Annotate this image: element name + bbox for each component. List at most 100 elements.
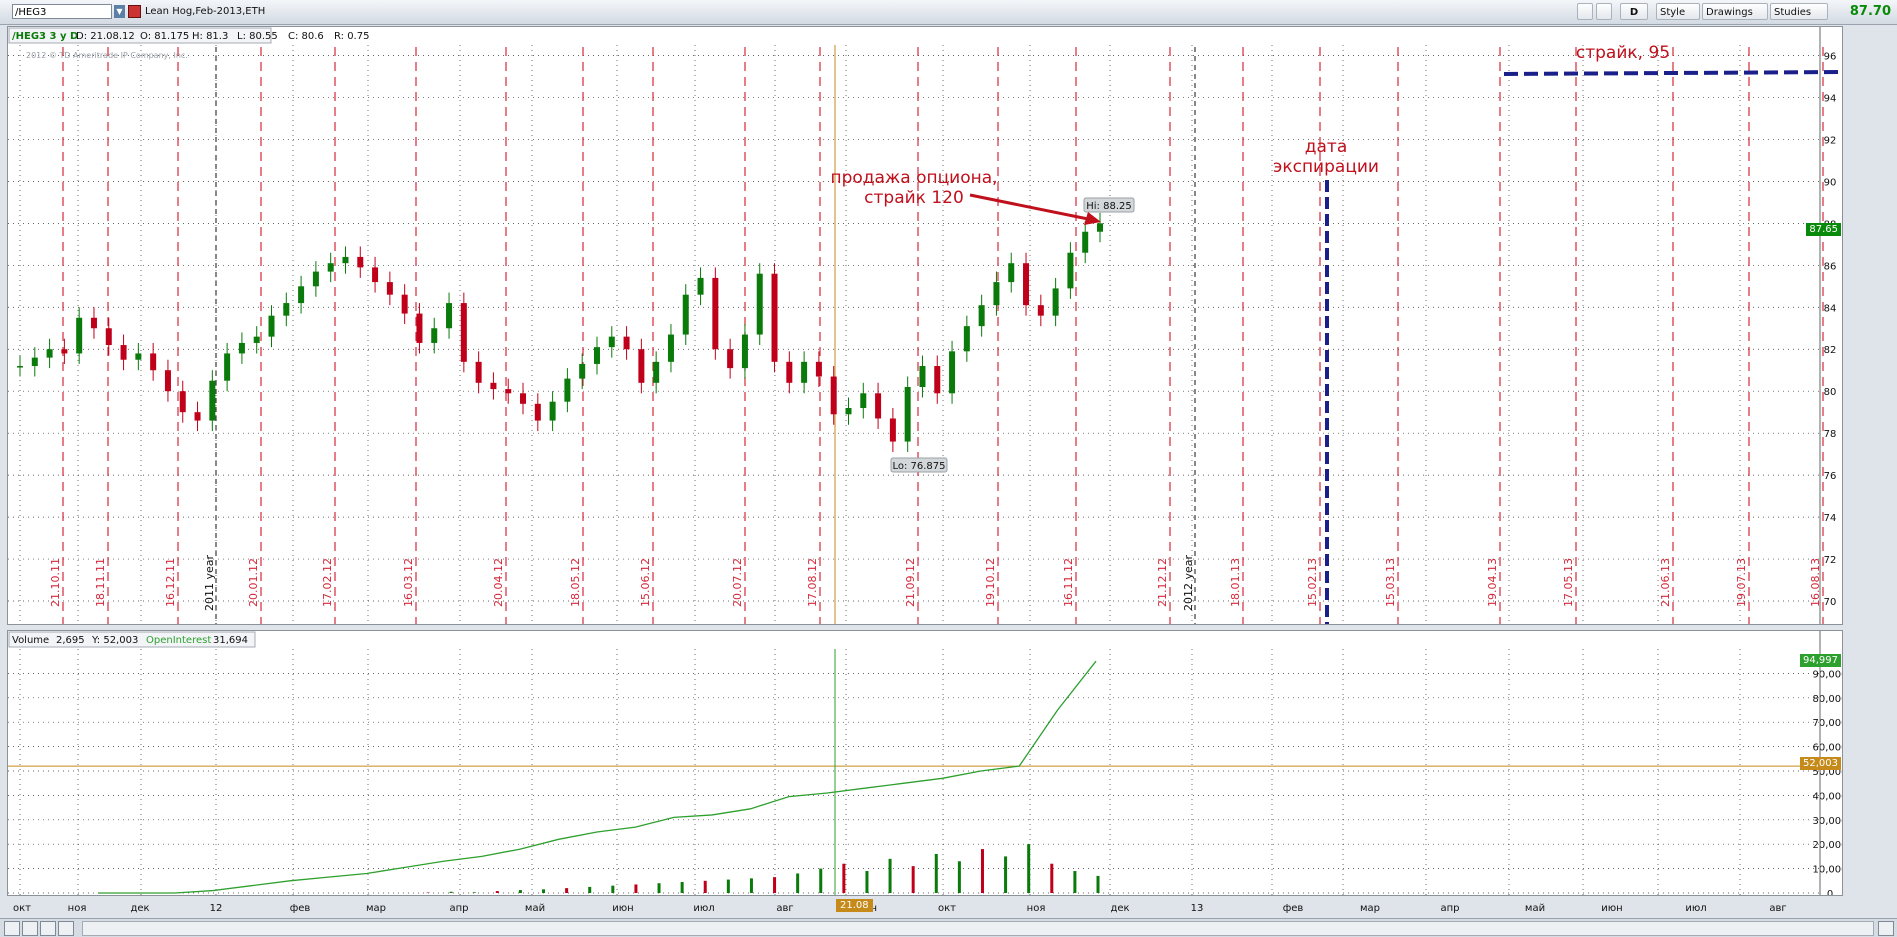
event-date-label: 21.06.13 — [1659, 558, 1672, 607]
year-label: 2012 year — [1182, 554, 1195, 611]
candle-body — [786, 362, 792, 383]
reset-zoom-icon[interactable] — [40, 921, 56, 936]
candle-body — [180, 391, 186, 412]
annotation-expiration-line1: дата — [1305, 137, 1348, 157]
price-tick-label: 82 — [1824, 345, 1837, 356]
low-label: Lo: 76.875 — [892, 461, 945, 472]
event-date-label: 20.07.12 — [731, 558, 744, 607]
symbol-input[interactable]: /HEG3 — [12, 4, 112, 19]
volume-bar — [681, 882, 684, 893]
event-date-label: 15.06.12 — [639, 558, 652, 607]
candle-body — [357, 257, 363, 267]
candle-body — [653, 362, 659, 383]
high-label: Hi: 88.25 — [1086, 201, 1131, 212]
candle-body — [106, 328, 112, 345]
candle-body — [949, 351, 955, 393]
month-label: мар — [366, 903, 386, 914]
price-tick-label: 96 — [1824, 51, 1837, 62]
horizontal-scrollbar[interactable] — [82, 921, 1874, 936]
copyright-text: 2012 © TD Ameritrade IP Company, Inc. — [26, 51, 188, 60]
volume-bar — [588, 887, 591, 893]
scroll-right-icon[interactable] — [1878, 921, 1894, 936]
period-button[interactable]: D — [1620, 3, 1648, 20]
candle-body — [298, 286, 304, 303]
month-label: 12 — [210, 903, 223, 914]
annotation-arrow — [970, 195, 1093, 220]
candle-body — [91, 318, 97, 328]
candle-body — [387, 282, 393, 295]
price-header-label: /HEG3 3 y D — [12, 31, 78, 42]
last-price: 87.70 — [1850, 4, 1891, 19]
month-label: ноя — [1027, 903, 1046, 914]
candle-body — [845, 408, 851, 414]
drawings-label: Drawings — [1706, 7, 1753, 18]
link-icon[interactable] — [128, 5, 141, 18]
volume-tick-label: 0 — [1827, 889, 1833, 895]
price-tick-label: 78 — [1824, 429, 1837, 440]
price-tick-label: 70 — [1824, 597, 1837, 608]
header-low: L: 80.55 — [237, 31, 278, 42]
event-date-label: 15.03.13 — [1384, 558, 1397, 607]
drawings-button[interactable]: Drawings — [1702, 3, 1768, 20]
y-tag: 52,003 — [1800, 757, 1841, 770]
volume-panel[interactable]: 010,00020,00030,00040,00050,00060,00070,… — [7, 630, 1843, 896]
candle-body — [254, 337, 260, 343]
candle-body — [831, 377, 837, 415]
candle-body — [224, 353, 230, 380]
month-label: дек — [1110, 903, 1129, 914]
candle-body — [698, 278, 704, 295]
month-label: июн — [1601, 903, 1622, 914]
candle-body — [461, 303, 467, 362]
studies-button[interactable]: Studies — [1770, 3, 1828, 20]
candle-body — [801, 362, 807, 383]
candle-body — [505, 389, 511, 393]
event-date-label: 18.11.11 — [94, 558, 107, 607]
candle-body — [1067, 253, 1073, 289]
price-tick-label: 80 — [1824, 387, 1837, 398]
candle-body — [550, 402, 556, 421]
event-date-label: 19.07.13 — [1735, 558, 1748, 607]
volume-bar — [842, 864, 845, 893]
symbol-dropdown-icon[interactable]: ▼ — [114, 5, 125, 18]
candle-body — [165, 370, 171, 391]
style-button[interactable]: Style — [1656, 3, 1700, 20]
event-date-label: 16.12.11 — [164, 558, 177, 607]
month-label: окт — [13, 903, 31, 914]
candle-body — [372, 267, 378, 282]
candle-body — [875, 393, 881, 418]
volume-chart[interactable]: 010,00020,00030,00040,00050,00060,00070,… — [8, 631, 1842, 895]
event-date-label: 21.10.11 — [49, 558, 62, 607]
candle-body — [742, 335, 748, 369]
candle-body — [32, 358, 38, 366]
volume-bar — [473, 892, 476, 893]
settings-icon[interactable] — [1596, 3, 1612, 20]
month-label: авг — [776, 903, 793, 914]
candle-body — [239, 343, 245, 353]
tools-icon[interactable] — [1577, 3, 1593, 20]
candle-body — [1023, 263, 1029, 305]
bottom-bar — [0, 918, 1897, 937]
candle-body — [638, 349, 644, 383]
event-date-label: 16.11.12 — [1062, 558, 1075, 607]
month-label: дек — [130, 903, 149, 914]
volume-bar — [1027, 844, 1030, 893]
month-label: апр — [1440, 903, 1459, 914]
month-label: июл — [693, 903, 714, 914]
header-open: O: 81.175 — [140, 31, 189, 42]
volume-tick-label: 20,000 — [1813, 840, 1843, 851]
annotation-sale-line1: продажа опциона, — [830, 168, 997, 188]
candle-body — [860, 393, 866, 408]
candle-body — [890, 418, 896, 441]
zoom-in-icon[interactable] — [4, 921, 20, 936]
event-date-label: 21.12.12 — [1156, 558, 1169, 607]
event-date-label: 19.10.12 — [984, 558, 997, 607]
zoom-out-icon[interactable] — [22, 921, 38, 936]
price-tag: 87.65 — [1806, 223, 1841, 236]
month-label: ноя — [68, 903, 87, 914]
month-label: 13 — [1191, 903, 1204, 914]
pan-icon[interactable] — [58, 921, 74, 936]
candle-body — [564, 379, 570, 402]
candle-body — [47, 349, 53, 357]
